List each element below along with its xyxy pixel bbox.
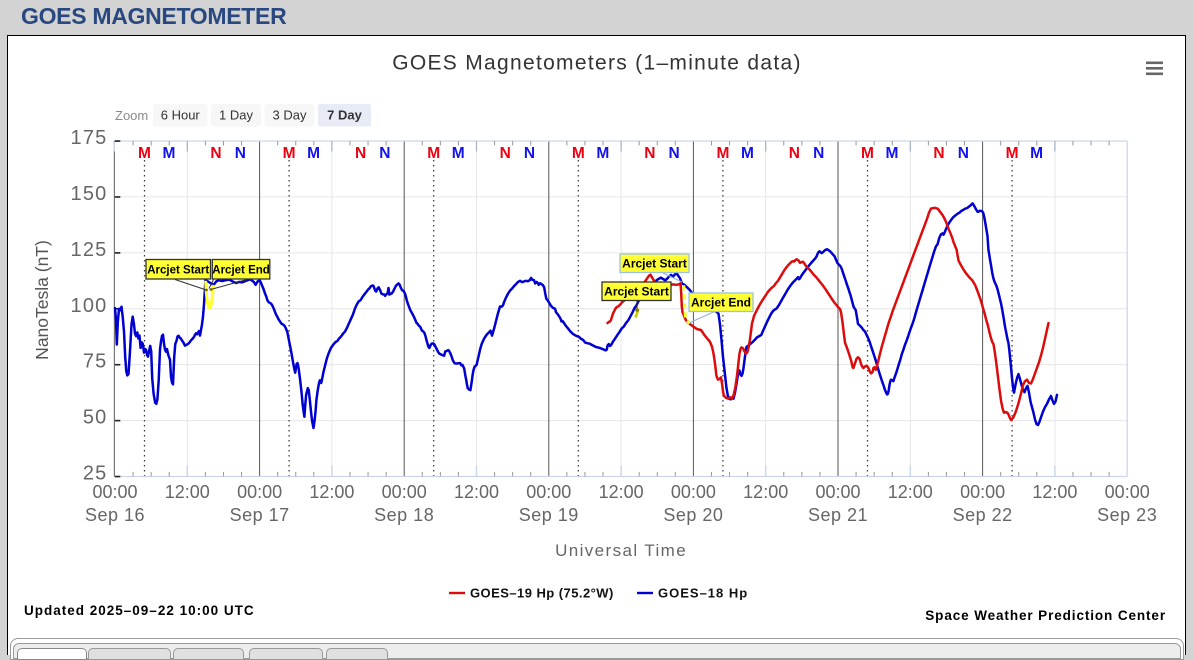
svg-text:Arcjet Start: Arcjet Start (604, 285, 669, 299)
svg-text:150: 150 (71, 183, 108, 205)
svg-text:N: N (500, 145, 511, 162)
svg-text:N: N (379, 145, 390, 162)
svg-text:Sep 23: Sep 23 (1097, 505, 1157, 525)
svg-text:50: 50 (83, 407, 108, 429)
svg-text:Arcjet Start: Arcjet Start (622, 257, 687, 271)
svg-text:N: N (235, 145, 246, 162)
svg-text:75: 75 (83, 351, 108, 373)
svg-text:M: M (452, 145, 465, 162)
svg-text:12:00: 12:00 (599, 482, 644, 502)
svg-text:Sep 18: Sep 18 (374, 505, 434, 525)
svg-text:Arcjet Start: Arcjet Start (147, 265, 209, 277)
svg-text:M: M (861, 145, 874, 162)
svg-text:Updated 2025–09–22 10:00 UTC: Updated 2025–09–22 10:00 UTC (24, 603, 255, 618)
svg-text:175: 175 (71, 127, 108, 149)
svg-text:3 Day: 3 Day (273, 108, 307, 123)
svg-text:N: N (644, 145, 655, 162)
svg-text:125: 125 (71, 239, 108, 261)
svg-text:12:00: 12:00 (888, 482, 933, 502)
svg-text:M: M (1030, 145, 1043, 162)
svg-text:N: N (813, 145, 824, 162)
svg-text:Arcjet End: Arcjet End (691, 296, 751, 310)
svg-text:100: 100 (71, 295, 108, 317)
svg-text:Sep 16: Sep 16 (85, 505, 145, 525)
svg-text:25: 25 (83, 463, 108, 485)
svg-text:Sep 17: Sep 17 (230, 505, 290, 525)
svg-text:Zoom: Zoom (115, 108, 148, 123)
svg-text:6 Hour: 6 Hour (161, 108, 201, 123)
svg-text:N: N (789, 145, 800, 162)
svg-text:N: N (933, 145, 944, 162)
svg-text:GOES Magnetometers (1–minute d: GOES Magnetometers (1–minute data) (392, 52, 802, 75)
svg-text:M: M (596, 145, 609, 162)
svg-text:12:00: 12:00 (1032, 482, 1077, 502)
svg-text:N: N (355, 145, 366, 162)
svg-text:M: M (716, 145, 729, 162)
svg-text:12:00: 12:00 (454, 482, 499, 502)
svg-text:Arcjet End: Arcjet End (212, 265, 270, 277)
svg-text:Space Weather Prediction Cente: Space Weather Prediction Center (925, 608, 1166, 623)
svg-text:00:00: 00:00 (382, 482, 427, 502)
svg-text:NanoTesla (nT): NanoTesla (nT) (32, 240, 52, 360)
svg-text:M: M (1006, 145, 1019, 162)
svg-text:M: M (163, 145, 176, 162)
svg-text:1 Day: 1 Day (219, 108, 253, 123)
svg-text:00:00: 00:00 (237, 482, 282, 502)
svg-text:GOES–19 Hp (75.2°W): GOES–19 Hp (75.2°W) (470, 586, 614, 601)
svg-text:M: M (741, 145, 754, 162)
svg-text:7 Day: 7 Day (327, 108, 362, 123)
svg-text:00:00: 00:00 (526, 482, 571, 502)
svg-text:Sep 21: Sep 21 (808, 505, 868, 525)
svg-text:Universal Time: Universal Time (555, 541, 687, 560)
svg-text:12:00: 12:00 (165, 482, 210, 502)
svg-text:M: M (283, 145, 296, 162)
svg-text:N: N (524, 145, 535, 162)
svg-text:M: M (427, 145, 440, 162)
svg-text:N: N (958, 145, 969, 162)
svg-text:Sep 22: Sep 22 (953, 505, 1013, 525)
svg-text:N: N (210, 145, 221, 162)
svg-text:00:00: 00:00 (92, 482, 137, 502)
svg-text:00:00: 00:00 (815, 482, 860, 502)
svg-text:Sep 20: Sep 20 (663, 505, 723, 525)
svg-text:00:00: 00:00 (960, 482, 1005, 502)
svg-text:Sep 19: Sep 19 (519, 505, 579, 525)
svg-text:GOES–18 Hp: GOES–18 Hp (658, 586, 748, 601)
svg-text:M: M (572, 145, 585, 162)
svg-text:12:00: 12:00 (309, 482, 354, 502)
svg-text:M: M (138, 145, 151, 162)
svg-text:N: N (668, 145, 679, 162)
svg-text:00:00: 00:00 (671, 482, 716, 502)
svg-text:12:00: 12:00 (743, 482, 788, 502)
svg-text:M: M (307, 145, 320, 162)
svg-text:M: M (886, 145, 899, 162)
svg-text:00:00: 00:00 (1105, 482, 1150, 502)
